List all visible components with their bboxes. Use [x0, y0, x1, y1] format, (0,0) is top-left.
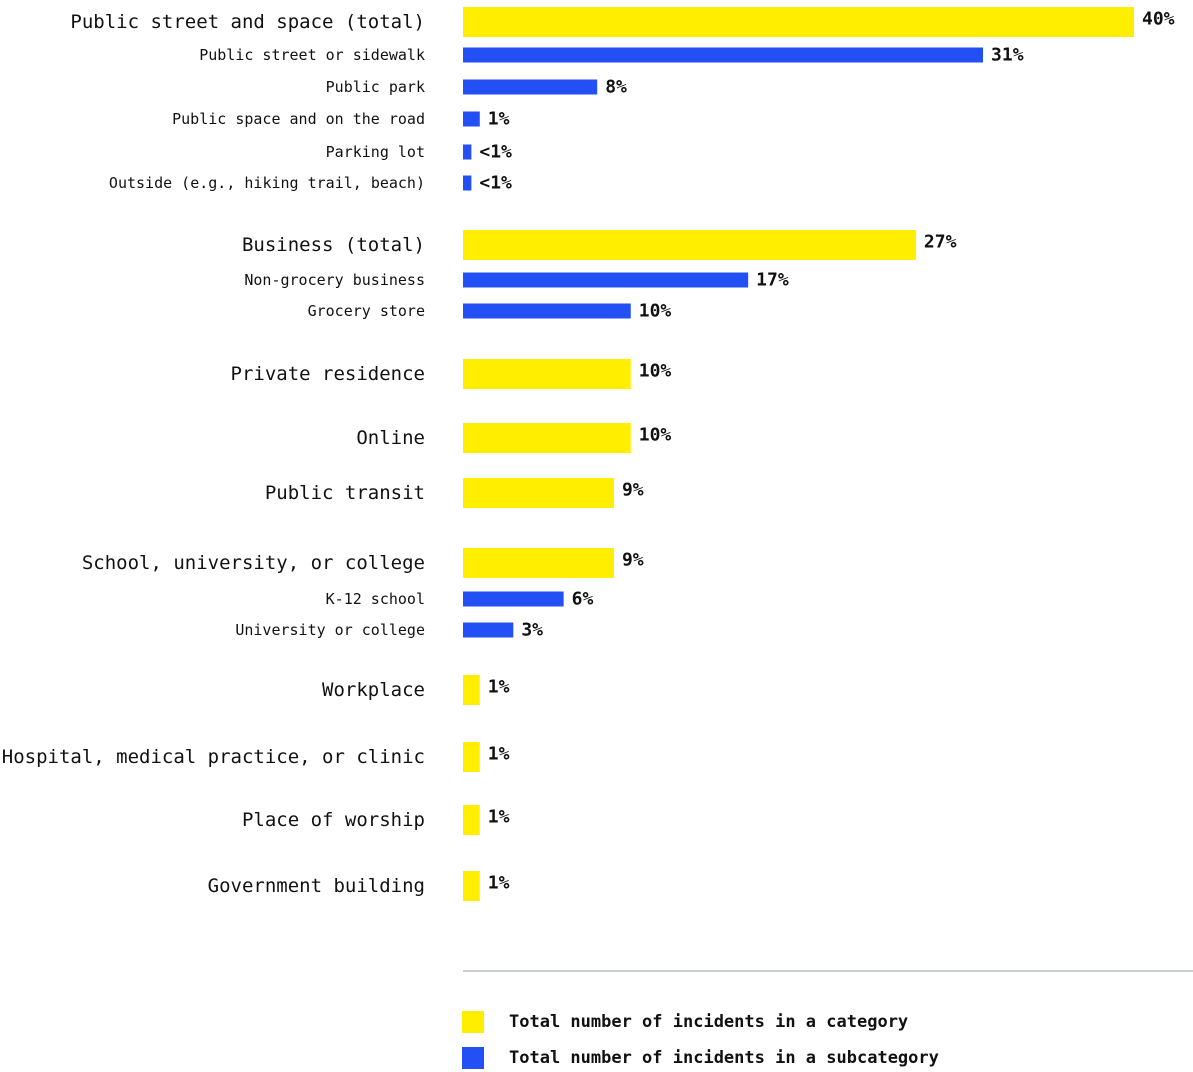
value-label: 8%	[605, 77, 627, 98]
bar-row-public-transit: Public transit 9%	[265, 478, 644, 508]
legend-label: Total number of incidents in a subcatego…	[509, 1048, 939, 1068]
value-label: 1%	[488, 807, 510, 828]
legend-item-subcategory: Total number of incidents in a subcatego…	[462, 1047, 939, 1069]
bar-row-non-grocery-business: Non-grocery business 17%	[244, 270, 788, 291]
category-label: Online	[356, 427, 425, 449]
bar-row-place-of-worship: Place of worship 1%	[242, 805, 510, 835]
bar-row-school-university-or-college: School, university, or college 9%	[82, 548, 644, 578]
value-label: 1%	[488, 744, 510, 765]
value-label: 40%	[1142, 9, 1175, 30]
bar-public-space-and-on-the-road	[463, 111, 480, 127]
bar-row-business-total: Business (total) 27%	[242, 230, 957, 260]
bars-layer: Public street and space (total) 40%Public…	[2, 7, 1175, 901]
category-label: Non-grocery business	[244, 271, 425, 289]
bar-row-private-residence: Private residence 10%	[231, 359, 672, 389]
bar-row-hospital-medical-practice-or-clinic: Hospital, medical practice, or clinic 1%	[2, 742, 510, 772]
bar-row-parking-lot: Parking lot <1%	[326, 142, 512, 163]
bar-outside-e-g-hiking-trail-beach	[463, 175, 472, 191]
value-label: 10%	[639, 361, 672, 382]
category-label: School, university, or college	[82, 552, 425, 574]
bar-row-university-or-college: University or college 3%	[235, 620, 543, 641]
value-label: 1%	[488, 109, 510, 130]
bar-row-grocery-store: Grocery store 10%	[308, 301, 672, 322]
category-label: Government building	[208, 875, 425, 897]
bar-private-residence	[463, 359, 631, 389]
bar-online	[463, 423, 631, 453]
bar-row-workplace: Workplace 1%	[322, 675, 510, 705]
value-label: 3%	[521, 620, 543, 641]
category-label: Public park	[326, 78, 425, 96]
value-label: 10%	[639, 425, 672, 446]
value-label: 31%	[991, 45, 1024, 66]
category-label: Public transit	[265, 482, 425, 504]
value-label: 1%	[488, 873, 510, 894]
bar-government-building	[463, 871, 480, 901]
value-label: 6%	[572, 589, 594, 610]
bar-row-outside-e-g-hiking-trail-beach: Outside (e.g., hiking trail, beach) <1%	[109, 173, 512, 194]
bar-k-12-school	[463, 591, 564, 607]
value-label: 1%	[488, 677, 510, 698]
category-label: Place of worship	[242, 809, 425, 831]
value-label: <1%	[479, 142, 512, 163]
bar-row-government-building: Government building 1%	[208, 871, 510, 901]
category-label: University or college	[235, 621, 425, 639]
bar-hospital-medical-practice-or-clinic	[463, 742, 480, 772]
bar-public-park	[463, 79, 598, 95]
value-label: 17%	[756, 270, 789, 291]
category-label: Grocery store	[308, 302, 425, 320]
category-label: Outside (e.g., hiking trail, beach)	[109, 174, 425, 192]
category-label: K-12 school	[326, 590, 425, 608]
value-label: 9%	[622, 480, 644, 501]
bar-row-k-12-school: K-12 school 6%	[326, 589, 594, 610]
category-label: Private residence	[231, 363, 425, 385]
bar-row-public-park: Public park 8%	[326, 77, 627, 98]
value-label: 10%	[639, 301, 672, 322]
category-label: Public space and on the road	[172, 110, 425, 128]
category-label: Public street and space (total)	[70, 11, 425, 33]
value-label: 9%	[622, 550, 644, 571]
bar-school-university-or-college	[463, 548, 614, 578]
value-label: <1%	[479, 173, 512, 194]
bar-grocery-store	[463, 303, 631, 319]
legend: Total number of incidents in a category T…	[462, 1011, 939, 1069]
legend-swatch-category	[462, 1011, 484, 1033]
category-label: Public street or sidewalk	[199, 46, 425, 64]
bar-public-transit	[463, 478, 614, 508]
bar-non-grocery-business	[463, 272, 749, 288]
bar-university-or-college	[463, 622, 514, 638]
bar-row-public-street-and-space-total: Public street and space (total) 40%	[70, 7, 1175, 37]
bar-row-online: Online 10%	[356, 423, 671, 453]
bar-public-street-and-space-total	[463, 7, 1134, 37]
bar-business-total	[463, 230, 916, 260]
value-label: 27%	[924, 232, 957, 253]
bar-row-public-space-and-on-the-road: Public space and on the road 1%	[172, 109, 509, 130]
legend-item-category: Total number of incidents in a category	[462, 1011, 908, 1033]
category-label: Workplace	[322, 679, 425, 701]
category-label: Parking lot	[326, 143, 425, 161]
category-label: Business (total)	[242, 234, 425, 256]
legend-swatch-subcategory	[462, 1047, 484, 1069]
category-label: Hospital, medical practice, or clinic	[2, 746, 425, 768]
bar-public-street-or-sidewalk	[463, 47, 984, 63]
bar-parking-lot	[463, 144, 472, 160]
bar-workplace	[463, 675, 480, 705]
bar-place-of-worship	[463, 805, 480, 835]
legend-label: Total number of incidents in a category	[509, 1012, 908, 1032]
bar-row-public-street-or-sidewalk: Public street or sidewalk 31%	[199, 45, 1023, 66]
